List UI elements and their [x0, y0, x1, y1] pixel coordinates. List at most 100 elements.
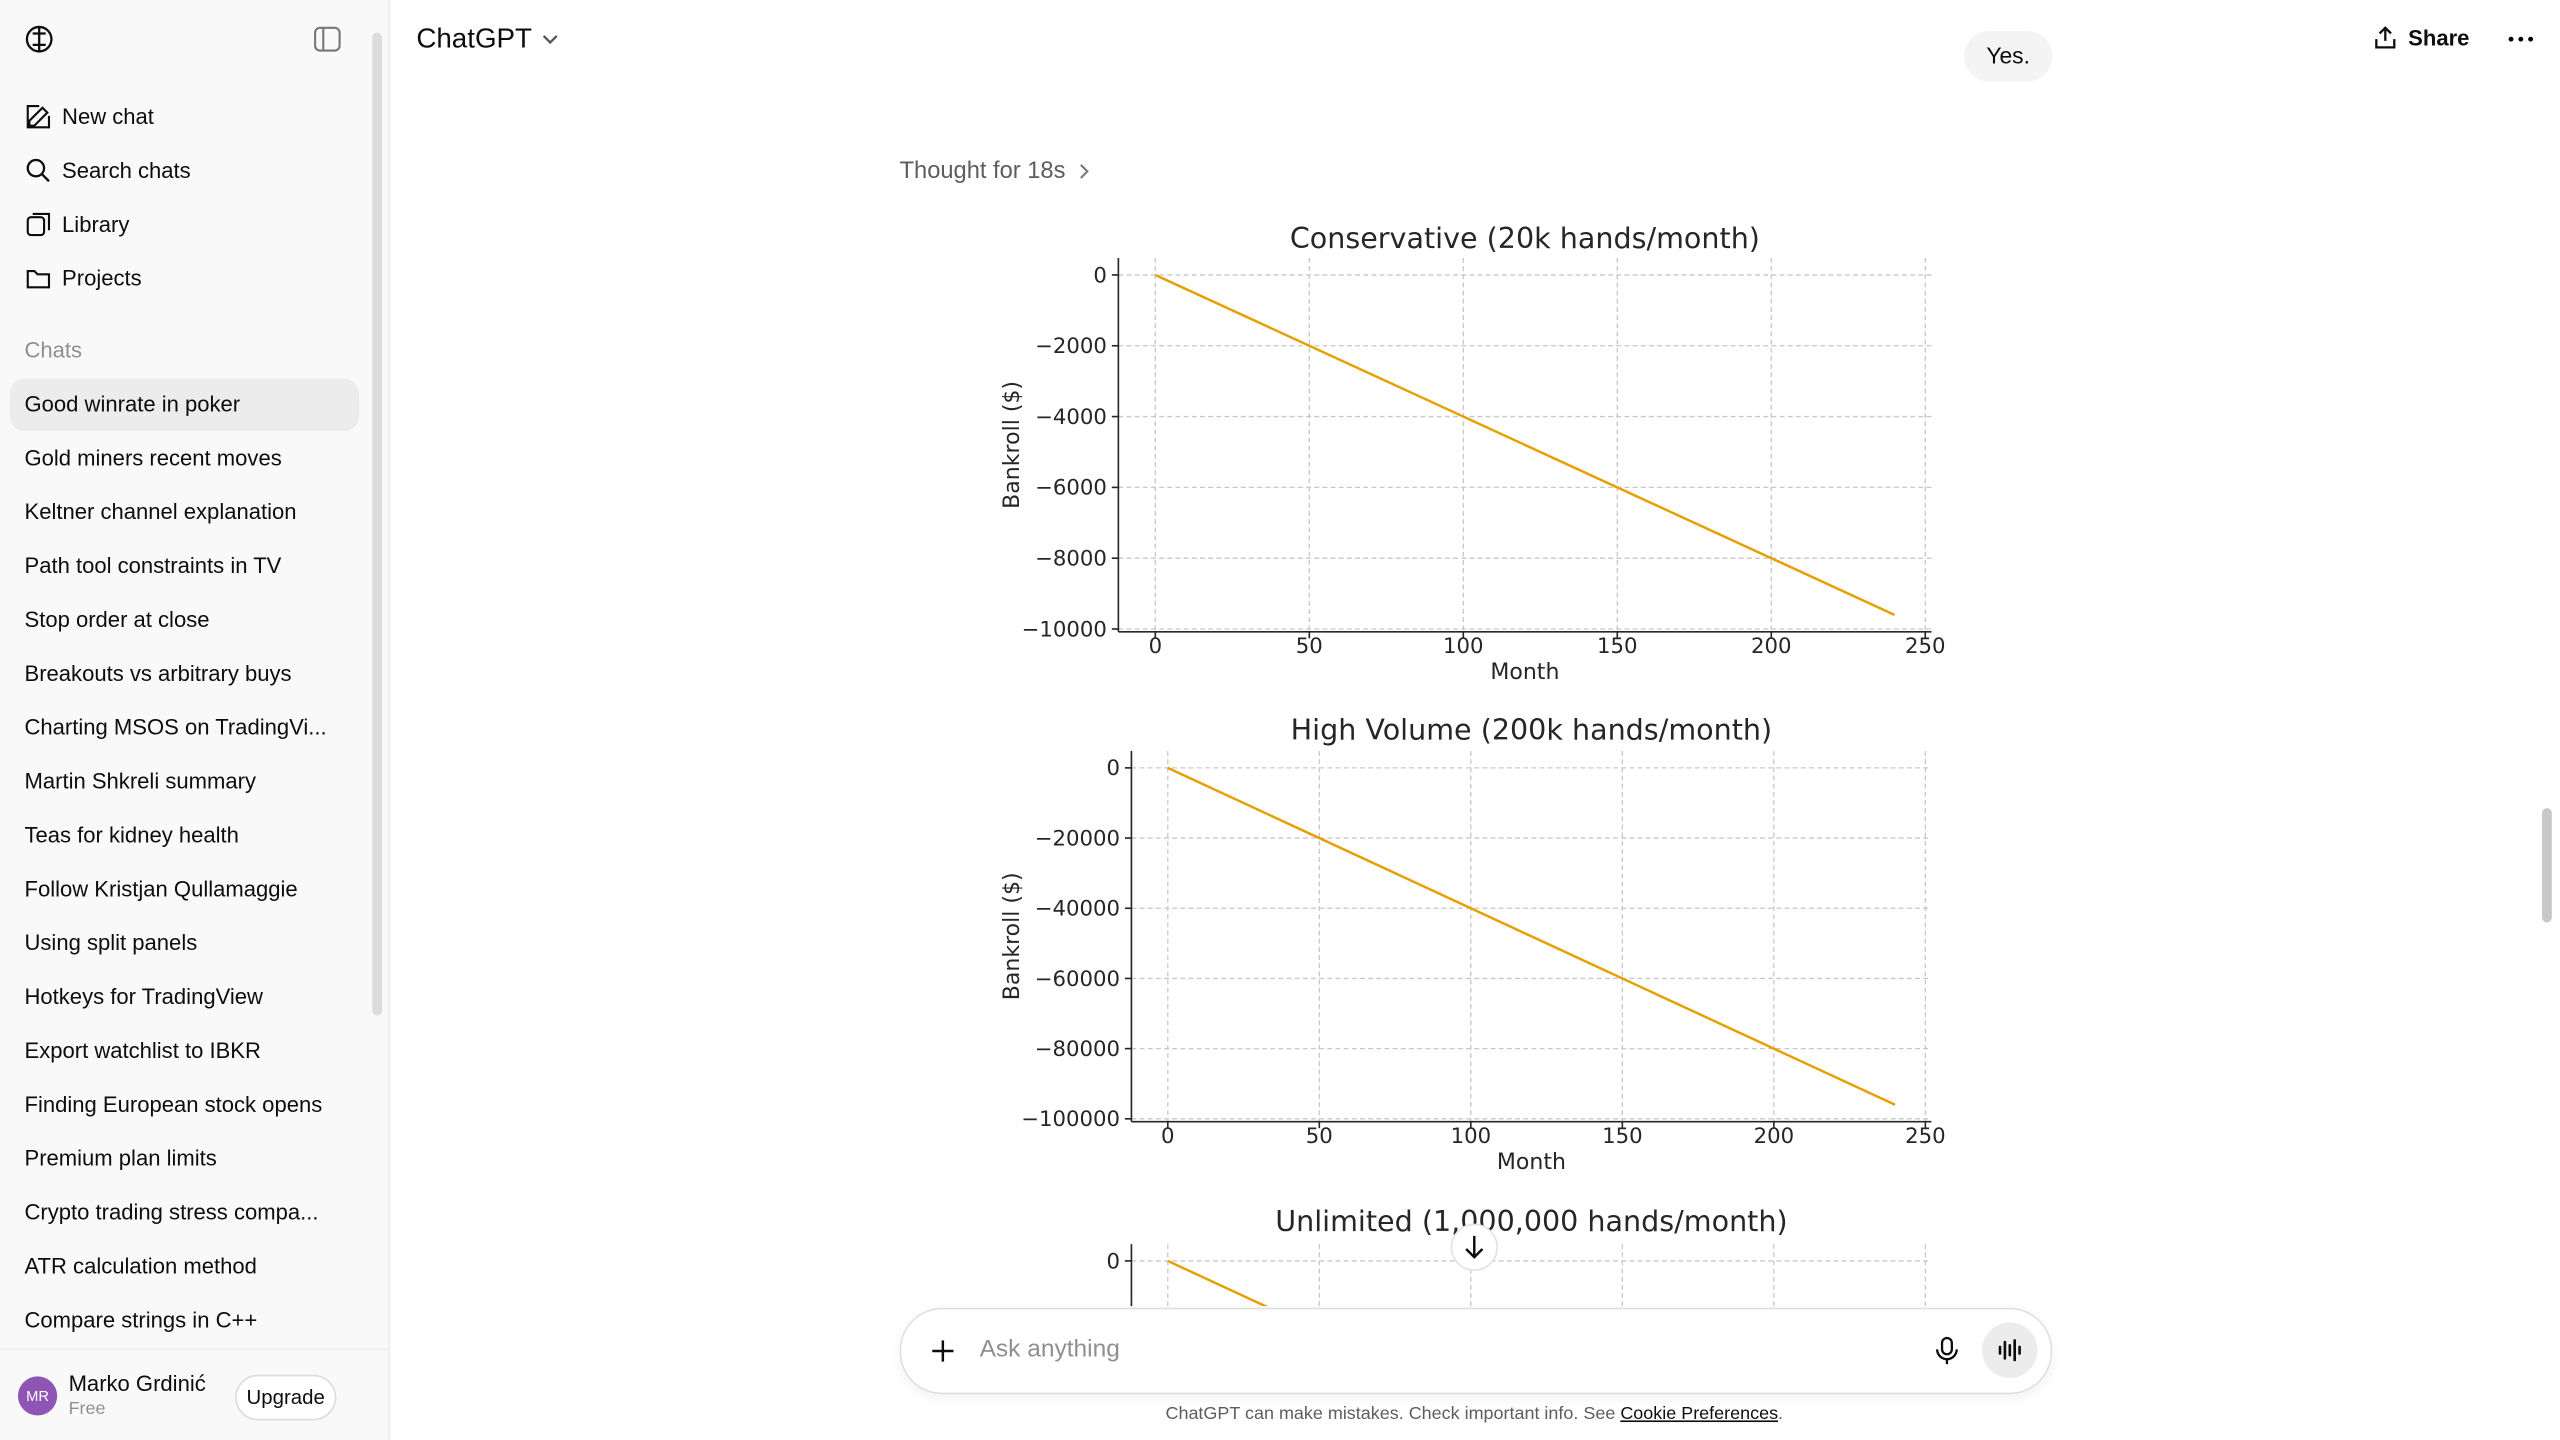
x-tick-label: 200	[1754, 1124, 1795, 1149]
section-label: Chats	[24, 337, 83, 363]
share-label: Share	[2408, 25, 2470, 50]
chat-item[interactable]: Using split panels	[24, 930, 198, 956]
chat-item[interactable]: Hotkeys for TradingView	[24, 984, 263, 1009]
y-tick-label: −2000	[1035, 334, 1107, 359]
x-tick-label: 250	[1905, 1124, 1946, 1149]
x-tick-label: 0	[1161, 1124, 1175, 1149]
chat-item[interactable]: Premium plan limits	[24, 1146, 217, 1171]
composer: Ask anything	[899, 1307, 2053, 1395]
chart-title: High Volume (200k hands/month)	[1291, 713, 1773, 747]
chat-item[interactable]: Good winrate in poker	[9, 378, 360, 432]
more-options[interactable]	[2506, 26, 2535, 52]
sidebar: New chat Search chats Library Projects Chat…	[0, 0, 391, 1440]
x-axis-label: Month	[1490, 660, 1559, 685]
y-tick-label: −4000	[1035, 405, 1107, 430]
chat-item[interactable]: Finding European stock opens	[24, 1092, 323, 1117]
nav-label: Library	[62, 211, 130, 236]
x-tick-label: 250	[1905, 634, 1946, 659]
user-plan: Free	[68, 1399, 106, 1419]
nav-label: Search chats	[62, 157, 191, 183]
x-tick-label: 50	[1306, 1124, 1333, 1149]
nav-icon	[26, 269, 51, 288]
chart-title: Unlimited (1,000,000 hands/month)	[1275, 1204, 1787, 1238]
nav-icon	[26, 158, 50, 182]
attach-button[interactable]	[929, 1337, 957, 1365]
upgrade-button[interactable]: Upgrade	[235, 1374, 337, 1421]
page-scrollbar[interactable]	[2542, 808, 2552, 923]
sidebar-scrollbar[interactable]	[372, 32, 383, 1016]
thought-label: Thought for 18s	[899, 158, 1066, 185]
x-axis-label: Month	[1497, 1150, 1566, 1175]
chat-item[interactable]: Crypto trading stress compa...	[24, 1200, 319, 1225]
nav-item[interactable]: Library	[24, 204, 129, 243]
nav-item[interactable]: New chat	[24, 96, 154, 135]
user-area: MR Marko Grdinić Free Upgrade	[0, 1348, 389, 1440]
avatar[interactable]: MR	[17, 1376, 58, 1416]
footer-text: ChatGPT can make mistakes. Check importa…	[1165, 1404, 1616, 1424]
share-icon	[2375, 26, 2396, 49]
y-tick-label: −40000	[1035, 897, 1120, 922]
y-tick-label: 0	[1093, 263, 1107, 288]
scroll-down-button[interactable]	[1450, 1223, 1499, 1272]
model-selector[interactable]: ChatGPT	[416, 23, 561, 56]
chevron	[542, 35, 558, 45]
x-tick-label: 100	[1451, 1124, 1492, 1149]
composer-input[interactable]: Ask anything	[979, 1335, 1120, 1364]
nav-label: Projects	[62, 265, 142, 290]
share-button[interactable]: Share	[2372, 24, 2469, 50]
thought-toggle[interactable]: Thought for 18s	[900, 158, 1094, 184]
chat-item[interactable]: Gold miners recent moves	[24, 445, 282, 471]
voice-button[interactable]	[1982, 1322, 2038, 1378]
chat-item[interactable]: Breakouts vs arbitrary buys	[24, 661, 292, 686]
footer: ChatGPT can make mistakes. Check importa…	[900, 1404, 2049, 1424]
nav-item[interactable]: Projects	[24, 258, 142, 297]
chat-item[interactable]: Path tool constraints in TV	[24, 553, 282, 578]
x-tick-label: 0	[1149, 634, 1163, 659]
header-title: ChatGPT	[416, 22, 533, 54]
chat-item[interactable]: Follow Kristjan Qullamaggie	[24, 876, 298, 902]
y-tick-label: −8000	[1035, 547, 1107, 572]
data-line	[1154, 273, 1895, 616]
nav-icon	[26, 104, 51, 128]
x-tick-label: 100	[1443, 634, 1484, 659]
chat-item[interactable]: Teas for kidney health	[24, 822, 239, 848]
chat-item[interactable]: Charting MSOS on TradingVi...	[24, 715, 327, 740]
charts: 0 50 100 150 200 250 0 −2000 −4000 −6000 −8000 −100…	[1000, 221, 1946, 1307]
chat-item[interactable]: Stop order at close	[24, 607, 210, 632]
footer-link[interactable]: Cookie Preferences	[1620, 1404, 1779, 1424]
data-line	[1167, 1259, 1269, 1307]
chat-item[interactable]: ATR calculation method	[24, 1253, 257, 1279]
nav-label: New chat	[62, 103, 154, 129]
x-tick-label: 150	[1602, 1124, 1643, 1149]
y-tick-label: −100000	[1021, 1107, 1120, 1132]
chat-item[interactable]: Compare strings in C++	[24, 1307, 258, 1333]
y-tick-label: 0	[1106, 1249, 1120, 1274]
y-tick-label: −80000	[1035, 1037, 1120, 1062]
x-tick-label: 200	[1751, 634, 1792, 659]
x-tick-label: 50	[1296, 634, 1323, 659]
user-name: Marko Grdinić	[68, 1371, 206, 1396]
data-line	[1167, 766, 1896, 1106]
chat-item[interactable]: Keltner channel explanation	[24, 499, 297, 525]
y-axis-label: Bankroll ($)	[1000, 381, 1025, 509]
y-tick-label: −60000	[1035, 967, 1120, 992]
chat-item[interactable]: Export watchlist to IBKR	[24, 1038, 261, 1063]
user-message: Yes.	[1964, 31, 2053, 82]
y-tick-label: −6000	[1035, 476, 1107, 501]
x-tick-label: 150	[1597, 634, 1638, 659]
chevron-right	[1079, 164, 1089, 179]
y-tick-label: 0	[1106, 756, 1120, 781]
y-axis-label: Bankroll ($)	[1000, 872, 1025, 1000]
nav-item[interactable]: Search chats	[24, 150, 191, 189]
chat-item[interactable]: Martin Shkreli summary	[24, 768, 256, 794]
logo[interactable]	[23, 23, 56, 56]
chart-area: 0 50 100 150 200 250 0 −2000 −4000 −6000 −8000 −100…	[1000, 221, 1946, 1307]
mic-button[interactable]	[1933, 1336, 1961, 1367]
footer-end: .	[1778, 1404, 1784, 1424]
toggle-sidebar[interactable]	[313, 26, 341, 52]
y-tick-label: −10000	[1022, 617, 1107, 642]
nav-icon	[26, 211, 51, 236]
